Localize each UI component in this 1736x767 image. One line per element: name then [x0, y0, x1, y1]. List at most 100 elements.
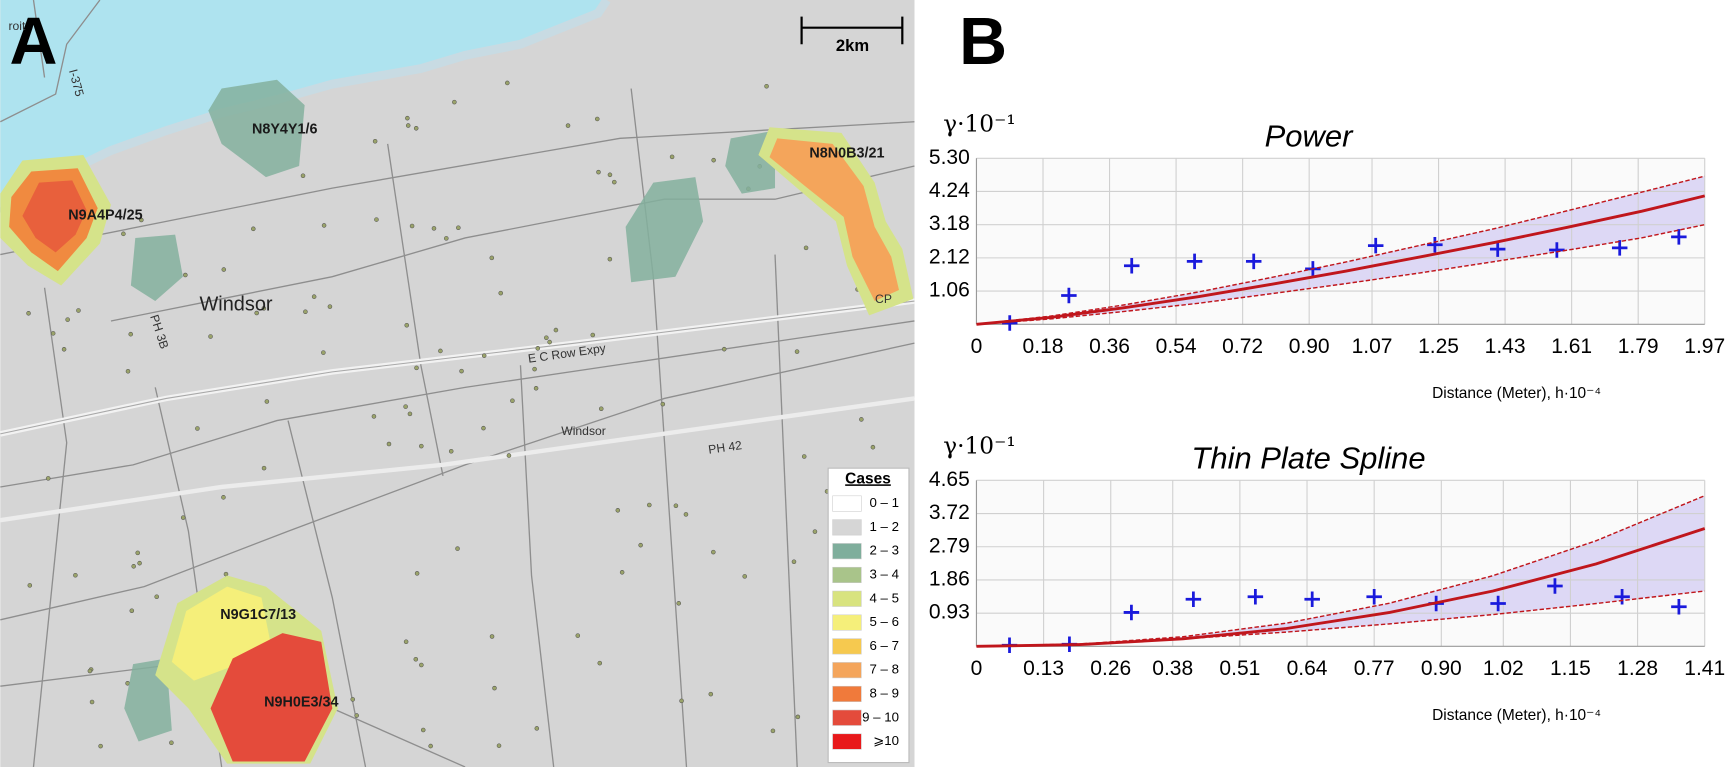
dot	[803, 245, 809, 251]
chart-title: Power	[1265, 119, 1354, 154]
x-axis-label: Distance (Meter), h·10⁻⁴	[1432, 707, 1601, 724]
dot	[50, 331, 56, 336]
dot	[264, 399, 270, 404]
y-axis-label: γ·10⁻¹	[943, 433, 1015, 460]
x-tick-label: 0.72	[1222, 335, 1263, 358]
legend-swatch	[832, 495, 862, 512]
dot	[859, 417, 864, 422]
x-tick-label: 1.79	[1618, 335, 1659, 358]
dot	[590, 332, 596, 338]
x-tick-label: 1.61	[1551, 335, 1592, 358]
hotspots	[0, 79, 914, 764]
x-tick-label: 0.13	[1023, 657, 1064, 680]
dot	[407, 411, 413, 417]
hotspot	[769, 138, 899, 302]
dot	[223, 571, 229, 577]
y-axis-label: γ·10⁻¹	[943, 111, 1015, 138]
dot	[405, 115, 410, 121]
hotspot	[210, 633, 333, 762]
dot	[73, 572, 78, 578]
dot	[456, 225, 461, 230]
x-axis-label: Distance (Meter), h·10⁻⁴	[1432, 385, 1601, 402]
data-point	[1366, 588, 1382, 605]
dot	[195, 426, 200, 431]
road-label: PH 42	[707, 438, 743, 457]
dot	[413, 656, 419, 662]
data-point	[1490, 595, 1506, 612]
charts: 0 0.18 0.36 0.54 0.72 0.90 1.07 1.25 1.43 1.61 1.7…	[929, 111, 1725, 725]
road-label: CP	[875, 292, 892, 306]
y-tick-label: 4.24	[929, 179, 970, 202]
dot	[413, 126, 419, 131]
panel-label: A	[10, 5, 58, 79]
dot	[137, 560, 142, 566]
hotspot-label: N9G1C7/13	[220, 607, 296, 623]
hotspot-label: N9H0E3/34	[264, 695, 338, 711]
x-tick-label: 0.38	[1152, 657, 1193, 680]
dot	[372, 138, 378, 144]
dot	[419, 662, 424, 668]
dot	[459, 368, 464, 374]
dot	[403, 639, 409, 645]
dot	[386, 441, 392, 447]
dot	[481, 425, 486, 431]
legend-label: 1 – 2	[869, 519, 899, 534]
hotspot	[130, 234, 183, 302]
data-point	[1549, 242, 1565, 258]
x-tick-label: 0.90	[1421, 657, 1462, 680]
place-label: roit	[8, 19, 26, 33]
dot	[673, 503, 679, 509]
dot	[419, 443, 424, 449]
y-tick-label: 0.93	[929, 601, 970, 624]
dot	[404, 322, 410, 328]
dot	[89, 699, 95, 705]
y-tick-label: 1.86	[929, 568, 970, 591]
x-tick-label: 0	[971, 657, 983, 680]
y-tick-label: 1.06	[929, 279, 970, 302]
dot	[607, 256, 613, 262]
data-point	[1671, 229, 1687, 245]
dot	[791, 559, 797, 565]
place-label: Windsor	[561, 424, 606, 438]
x-tick-label: 1.97	[1684, 335, 1725, 358]
dot	[26, 311, 31, 316]
hotspot	[208, 79, 305, 178]
legend-swatch	[832, 709, 862, 726]
dot	[615, 508, 621, 513]
legend-swatch	[832, 614, 862, 631]
dot	[405, 123, 411, 128]
legend-swatch	[832, 638, 862, 655]
dot	[575, 633, 581, 638]
dot	[565, 123, 571, 128]
dot	[553, 327, 559, 333]
dot	[254, 310, 259, 316]
dot	[129, 608, 135, 613]
dot	[870, 444, 876, 450]
legend-swatch	[832, 566, 862, 583]
dot	[770, 728, 776, 734]
dot	[409, 223, 415, 229]
data-point	[1247, 588, 1264, 605]
dot	[510, 398, 515, 404]
dot	[607, 172, 613, 178]
x-tick-label: 0.54	[1156, 335, 1197, 358]
dot	[683, 512, 689, 517]
x-tick-label: 0.26	[1090, 657, 1131, 680]
dot	[261, 465, 267, 471]
dot	[532, 366, 537, 372]
dot	[131, 564, 136, 569]
dot	[180, 515, 186, 520]
x-tick-label: 0.77	[1354, 657, 1395, 680]
dot	[371, 414, 377, 419]
y-tick-label: 2.12	[929, 245, 970, 268]
dot	[742, 574, 747, 579]
dot	[489, 634, 495, 639]
data-point	[1671, 598, 1687, 615]
dot	[354, 713, 359, 718]
highway	[0, 396, 915, 523]
legend-label: 2 – 3	[869, 543, 899, 558]
dot	[505, 80, 510, 86]
dot	[327, 304, 333, 309]
dot	[506, 453, 512, 458]
dot	[448, 448, 454, 454]
